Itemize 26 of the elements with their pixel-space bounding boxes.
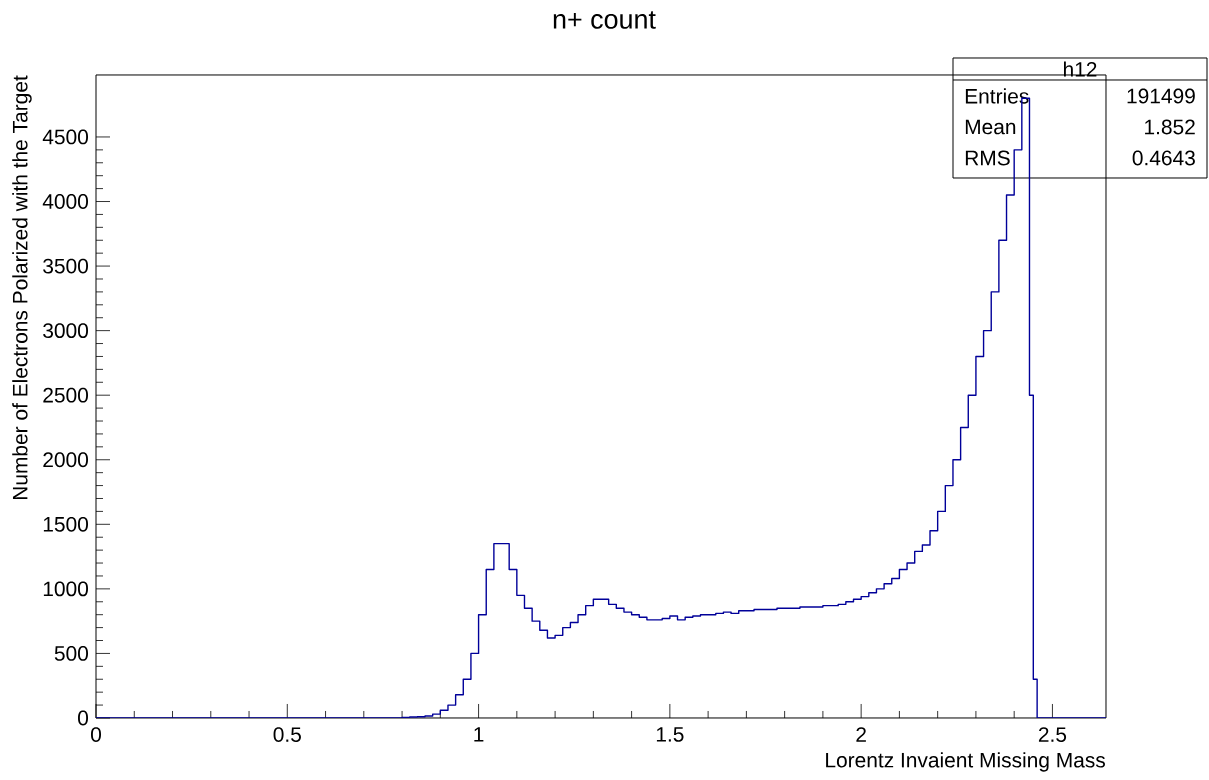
chart-title: n+ count	[553, 11, 656, 29]
y-tick-label: 3500	[43, 258, 88, 274]
y-axis-title: Number of Electrons Polarized with the Target	[12, 75, 32, 500]
annotation: RMS	[965, 150, 1010, 166]
x-tick-label: 2.5	[1038, 727, 1067, 742]
annotation: Mean	[965, 119, 1016, 135]
text: 1.852	[1145, 119, 1195, 135]
annotation: Entries	[965, 88, 1029, 104]
text: 191499	[1127, 88, 1195, 104]
x-tick-label: 0	[91, 727, 101, 742]
x-tick-label: 2	[856, 727, 866, 742]
x-axis-title: Lorentz Invaient Missing Mass	[826, 752, 1105, 772]
x-tick-label: 0.5	[273, 727, 301, 742]
y-tick-label: 1500	[43, 516, 88, 532]
annotation: h12	[1064, 61, 1097, 77]
y-tick-label: 3000	[43, 323, 88, 339]
y-tick-label: 4500	[42, 129, 88, 145]
x-tick-label: 1.5	[656, 727, 684, 742]
y-tick-label: 2500	[43, 387, 88, 403]
y-tick-label: 4000	[42, 194, 88, 209]
x-tick-label: 1	[474, 727, 484, 742]
y-tick-label: 0	[78, 710, 89, 726]
text: 0.4643	[1132, 150, 1195, 166]
y-tick-label: 2000	[43, 452, 88, 468]
y-tick-label: 1000	[43, 581, 88, 597]
y-tick-label: 500	[54, 646, 89, 661]
